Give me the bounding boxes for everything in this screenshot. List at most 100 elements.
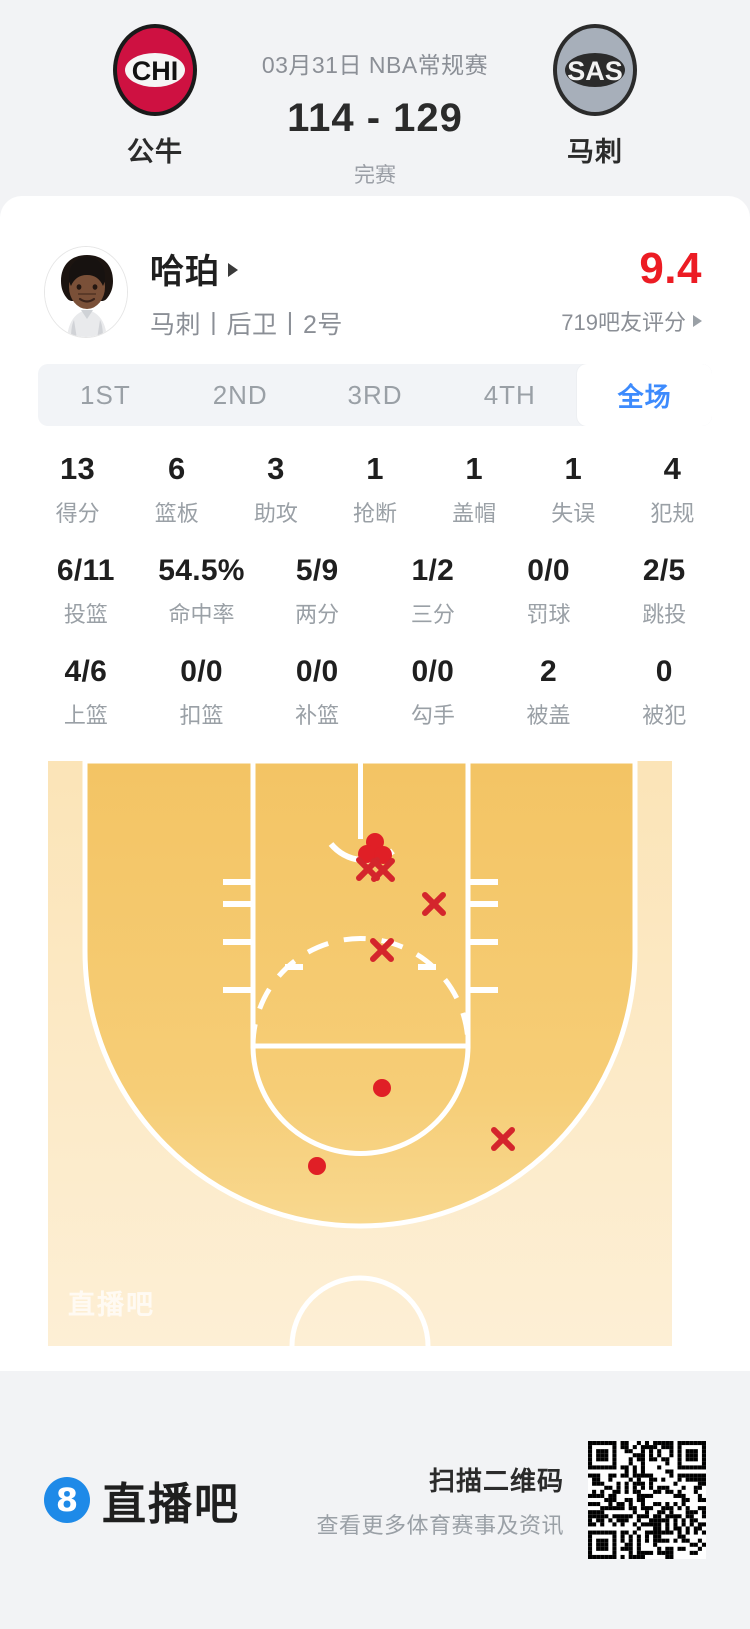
scoreboard-header: CHI 公牛 03月31日 NBA常规赛 114 - 129 完赛 SAS 马刺 (0, 0, 750, 196)
brand-name: 直播吧 (102, 1480, 240, 1529)
stat-tipin: 0/0 补篮 (259, 655, 375, 730)
stat-value: 6 (167, 451, 186, 486)
tab-full-game[interactable]: 全场 (577, 364, 712, 426)
court-diagram (48, 761, 672, 1346)
stat-value: 0/0 (411, 655, 455, 689)
shot-chart[interactable]: 直播吧 (48, 761, 672, 1346)
stat-assists: 3 助攻 (226, 451, 325, 528)
chi-bulls-logo-icon: CHI (113, 24, 197, 116)
stat-value: 4/6 (64, 655, 108, 689)
stat-label: 篮板 (154, 501, 199, 527)
stat-value: 1/2 (411, 554, 455, 588)
stat-fgpct: 54.5% 命中率 (144, 554, 260, 629)
stat-value: 1 (366, 451, 384, 486)
shot-markers (308, 833, 515, 1175)
stat-value: 13 (60, 451, 96, 486)
stat-label: 勾手 (410, 703, 455, 729)
player-name: 哈珀 (150, 252, 220, 291)
shot-missed-marker (422, 892, 446, 916)
chevron-right-icon (228, 263, 238, 277)
stat-label: 补篮 (295, 703, 340, 729)
stat-value: 5/9 (295, 554, 339, 588)
player-meta: 哈珀 马刺丨后卫丨2号 (150, 244, 561, 341)
stat-row-shottypes: 4/6 上篮 0/0 扣篮 0/0 补篮 0/0 勾手 2 被盖 (28, 655, 722, 730)
qr-code-icon (588, 1441, 706, 1559)
stat-freethrow: 0/0 罚球 (491, 554, 607, 629)
shot-made-marker (308, 1157, 326, 1175)
qr-subtitle: 查看更多体育赛事及资讯 (316, 1512, 564, 1538)
away-team-name: 马刺 (567, 137, 623, 167)
period-tabs: 1ST 2ND 3RD 4TH 全场 (38, 364, 712, 426)
home-team[interactable]: CHI 公牛 (60, 22, 250, 169)
stat-dunk: 0/0 扣篮 (144, 655, 260, 730)
stat-label: 扣篮 (179, 703, 224, 729)
rating-block[interactable]: 9.4 719吧友评分 (561, 247, 706, 337)
player-avatar[interactable] (44, 246, 128, 338)
footer-bar: 8 直播吧 扫描二维码 查看更多体育赛事及资讯 (0, 1371, 750, 1629)
tab-2nd[interactable]: 2ND (212, 379, 268, 410)
stat-fouled: 0 被犯 (606, 655, 722, 730)
away-team[interactable]: SAS 马刺 (500, 22, 690, 169)
stat-value: 2/5 (642, 554, 686, 588)
stat-label: 跳投 (642, 602, 687, 628)
avatar-photo (45, 247, 127, 337)
stat-label: 三分 (410, 602, 455, 628)
final-score: 114 - 129 (287, 96, 463, 140)
tab-3rd[interactable]: 3RD (347, 379, 403, 410)
svg-text:SAS: SAS (567, 56, 623, 86)
stat-rebounds: 6 篮板 (127, 451, 226, 528)
brand-logo[interactable]: 8 直播吧 (44, 1468, 240, 1532)
stat-blocks: 1 盖帽 (425, 451, 524, 528)
stat-row-basic: 13 得分 6 篮板 3 助攻 1 抢断 1 盖帽 (28, 451, 722, 528)
stat-label: 被盖 (526, 703, 571, 729)
stat-hookshot: 0/0 勾手 (375, 655, 491, 730)
stat-label: 助攻 (253, 501, 298, 527)
stat-label: 罚球 (526, 602, 571, 628)
stat-label: 得分 (55, 501, 100, 527)
stat-fouls: 4 犯规 (623, 451, 722, 528)
stat-value: 1 (564, 451, 583, 486)
court-watermark: 直播吧 (68, 1290, 155, 1320)
stat-blocked: 2 被盖 (491, 655, 607, 730)
tab-4th[interactable]: 4TH (483, 379, 536, 410)
shot-missed-marker (371, 858, 395, 882)
qr-block[interactable]: 扫描二维码 查看更多体育赛事及资讯 (316, 1441, 706, 1559)
score-center: 03月31日 NBA常规赛 114 - 129 完赛 (250, 22, 500, 189)
qr-title: 扫描二维码 (428, 1465, 564, 1496)
stat-value: 2 (540, 655, 558, 689)
stat-label: 两分 (295, 602, 340, 628)
stat-value: 4 (663, 451, 682, 486)
stat-layup: 4/6 上篮 (28, 655, 144, 730)
qr-code-image[interactable] (588, 1441, 706, 1559)
stat-label: 失误 (551, 501, 596, 527)
game-status: 完赛 (354, 164, 396, 187)
player-subtitle: 马刺丨后卫丨2号 (150, 310, 343, 339)
stat-value: 1 (465, 451, 483, 486)
stat-row-shooting: 6/11 投篮 54.5% 命中率 5/9 两分 1/2 三分 0/0 罚球 (28, 554, 722, 629)
stat-turnovers: 1 失误 (524, 451, 623, 528)
stat-steals: 1 抢断 (325, 451, 424, 528)
game-meta: 03月31日 NBA常规赛 (261, 52, 489, 78)
tab-1st[interactable]: 1ST (80, 379, 131, 410)
shot-missed-marker (491, 1127, 515, 1151)
svg-text:CHI: CHI (132, 56, 179, 86)
stat-value: 0/0 (180, 655, 223, 689)
stat-value: 0/0 (295, 655, 339, 689)
stat-value: 3 (267, 451, 285, 486)
stat-label: 盖帽 (452, 501, 497, 527)
stat-label: 投篮 (63, 602, 108, 628)
home-team-logo: CHI (107, 22, 203, 118)
qr-text: 扫描二维码 查看更多体育赛事及资讯 (316, 1461, 564, 1540)
stat-value: 54.5% (158, 554, 245, 588)
rating-value: 9.4 (639, 244, 702, 293)
brand-mark-icon: 8 (44, 1477, 90, 1523)
player-name-row[interactable]: 哈珀 (150, 244, 561, 293)
stat-fieldgoals: 6/11 投篮 (28, 554, 144, 629)
stat-points: 13 得分 (28, 451, 127, 528)
stat-label: 抢断 (352, 501, 397, 527)
stats-grid: 13 得分 6 篮板 3 助攻 1 抢断 1 盖帽 (0, 451, 750, 730)
stat-label: 上篮 (63, 703, 108, 729)
rating-sub-row[interactable]: 719吧友评分 (561, 305, 702, 337)
stat-value: 0/0 (527, 554, 570, 588)
stat-value: 6/11 (56, 554, 115, 588)
